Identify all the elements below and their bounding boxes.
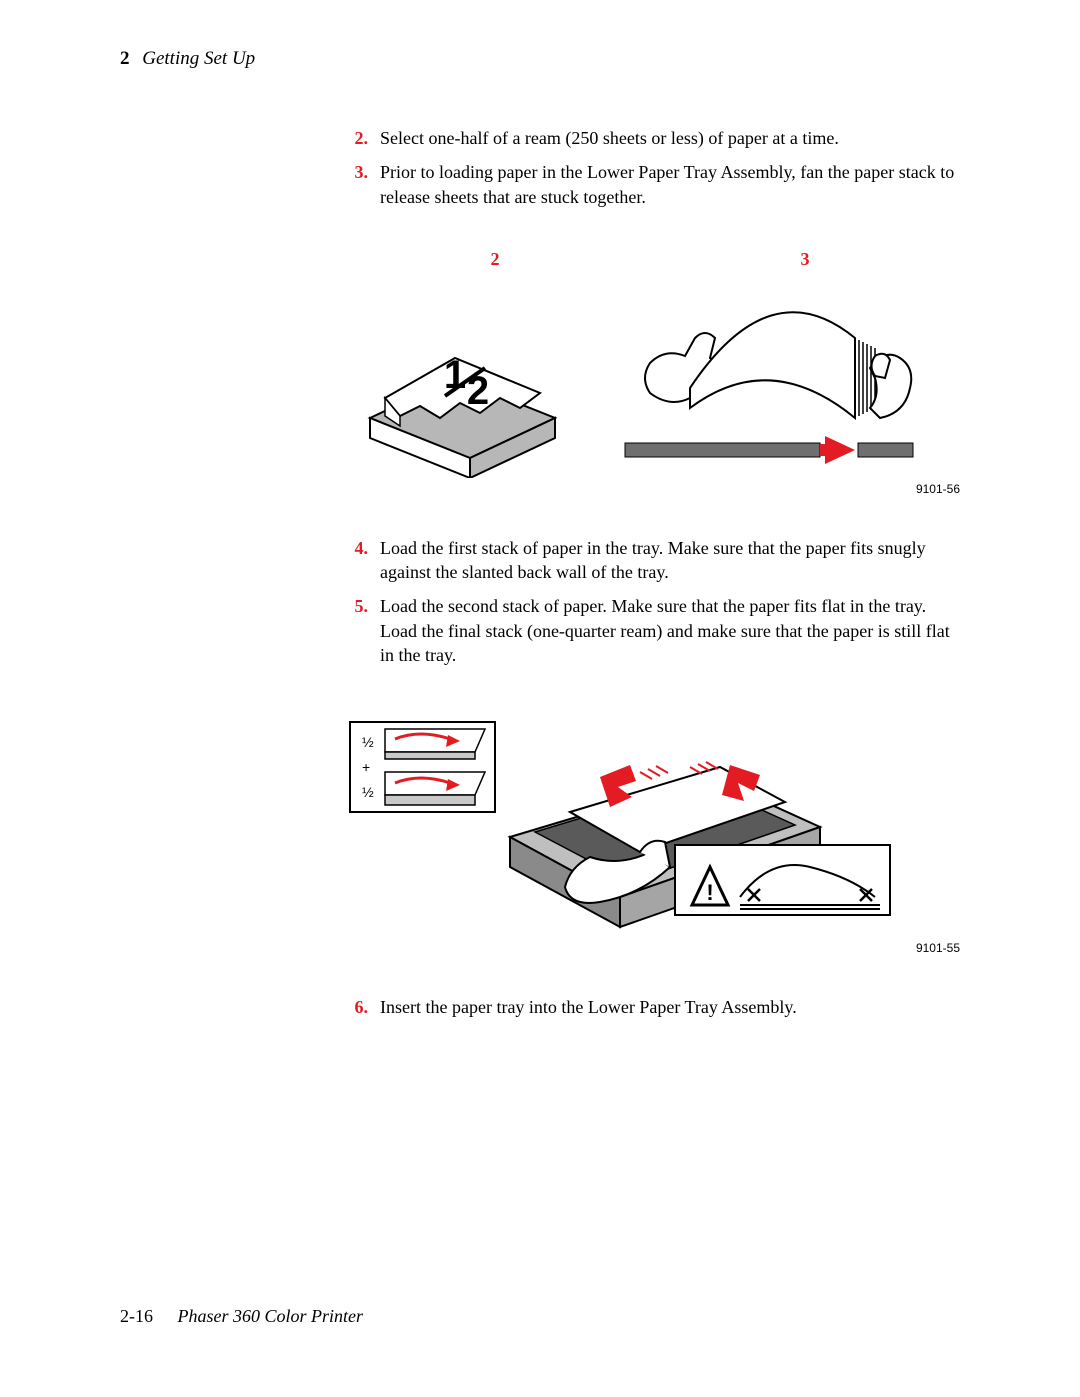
chapter-number: 2 <box>120 48 130 69</box>
running-header: 2 Getting Set Up <box>120 48 960 70</box>
step-number: 6. <box>340 995 368 1019</box>
figure-code: 9101-55 <box>340 941 960 955</box>
figure-2: ½ + ½ ! <box>340 717 960 955</box>
step-number: 2. <box>340 126 368 150</box>
steps-group-b: 4. Load the first stack of paper in the … <box>340 536 960 667</box>
step-item: 5. Load the second stack of paper. Make … <box>340 594 960 667</box>
figure-half-ream-icon: 1 2 <box>340 298 590 478</box>
page-footer: 2-16 Phaser 360 Color Printer <box>120 1306 363 1327</box>
svg-text:+: + <box>362 759 370 775</box>
step-text: Insert the paper tray into the Lower Pap… <box>380 995 960 1019</box>
step-item: 2. Select one-half of a ream (250 sheets… <box>340 126 960 150</box>
step-text: Load the second stack of paper. Make sur… <box>380 594 960 667</box>
page-container: 2 Getting Set Up 2. Select one-half of a… <box>0 0 1080 1397</box>
figure-load-tray-icon: ½ + ½ ! <box>340 717 900 937</box>
svg-text:!: ! <box>706 880 713 905</box>
figure-1: 2 3 1 2 <box>340 249 960 496</box>
step-text: Select one-half of a ream (250 sheets or… <box>380 126 960 150</box>
steps-group-c: 6. Insert the paper tray into the Lower … <box>340 995 960 1019</box>
step-item: 4. Load the first stack of paper in the … <box>340 536 960 585</box>
figure-code: 9101-56 <box>340 482 960 496</box>
fig-label: 3 <box>801 249 810 270</box>
step-number: 5. <box>340 594 368 618</box>
step-number: 3. <box>340 160 368 184</box>
doc-title: Phaser 360 Color Printer <box>178 1306 364 1326</box>
fig-label: 2 <box>491 249 500 270</box>
step-text: Load the first stack of paper in the tra… <box>380 536 960 585</box>
figure-fan-paper-icon <box>620 278 920 478</box>
step-item: 6. Insert the paper tray into the Lower … <box>340 995 960 1019</box>
svg-text:½: ½ <box>362 784 374 800</box>
svg-text:½: ½ <box>362 734 374 750</box>
step-text: Prior to loading paper in the Lower Pape… <box>380 160 960 209</box>
svg-text:2: 2 <box>467 369 489 413</box>
chapter-title: Getting Set Up <box>142 48 255 69</box>
page-number: 2-16 <box>120 1306 153 1326</box>
step-number: 4. <box>340 536 368 560</box>
figure-1-labels: 2 3 <box>340 249 960 270</box>
steps-group-a: 2. Select one-half of a ream (250 sheets… <box>340 126 960 209</box>
step-item: 3. Prior to loading paper in the Lower P… <box>340 160 960 209</box>
